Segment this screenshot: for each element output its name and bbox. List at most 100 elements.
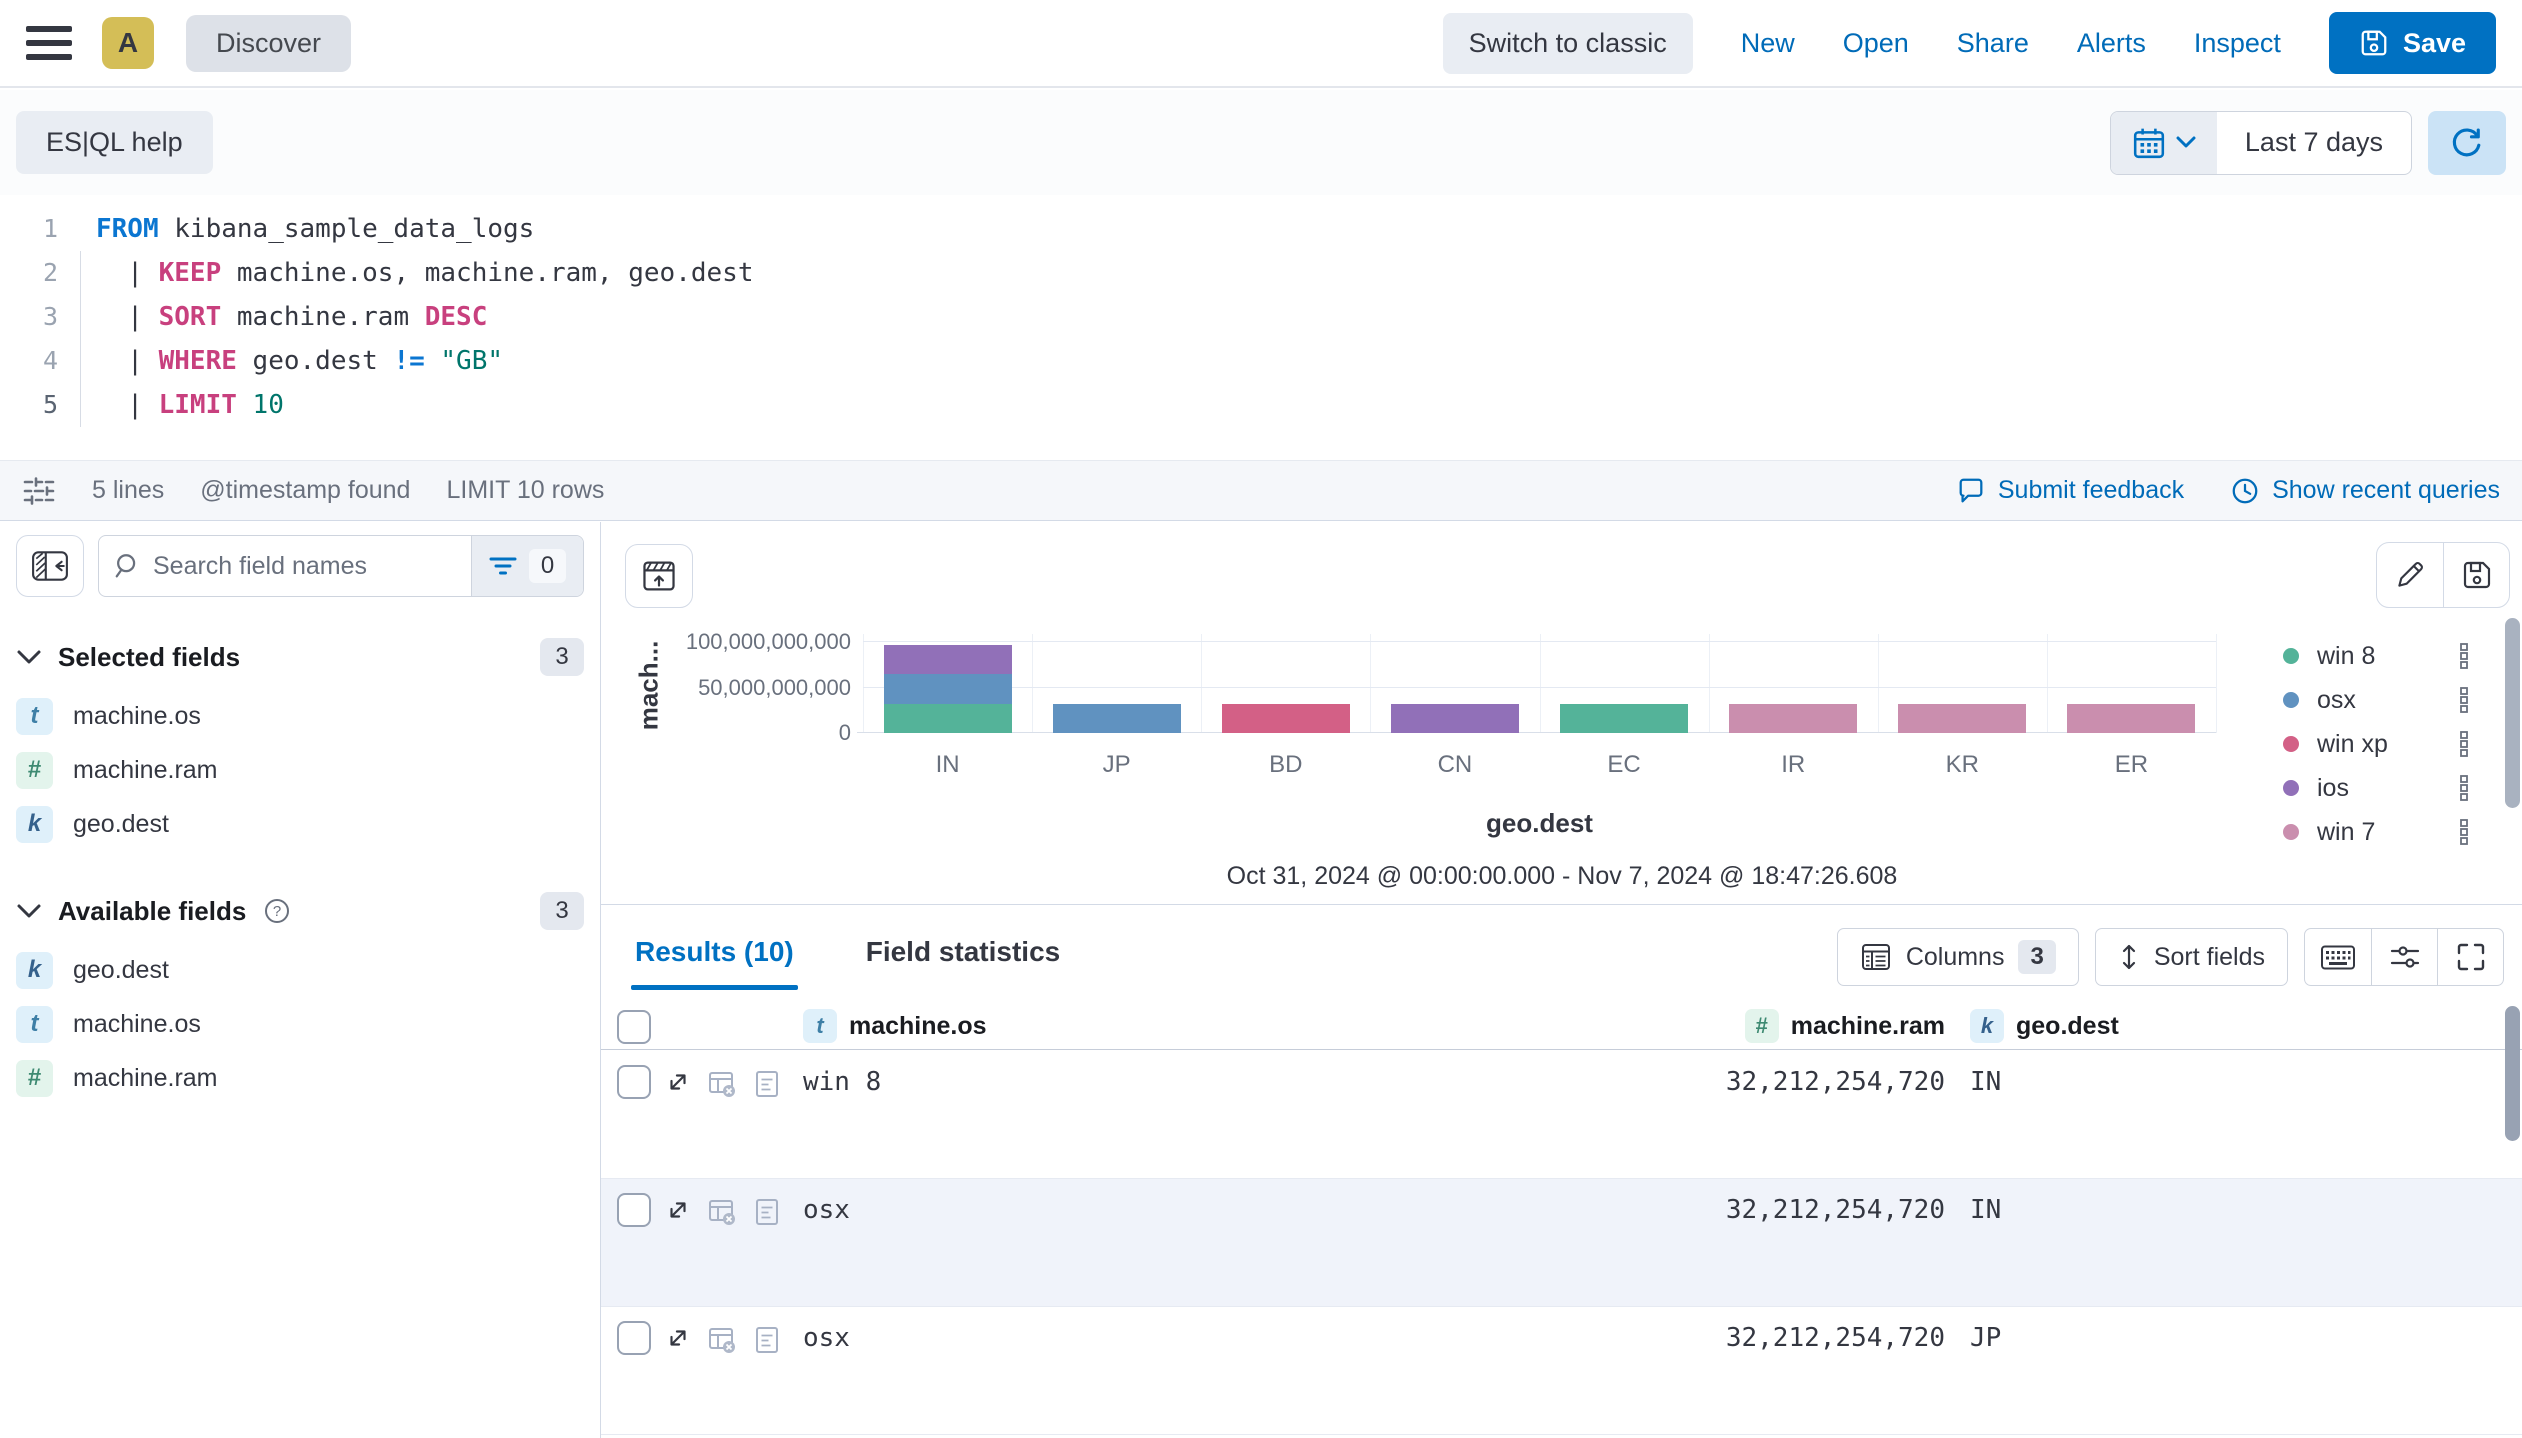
legend-item-win-8[interactable]: win 8 <box>2283 634 2469 678</box>
field-item-machine-ram[interactable]: # machine.ram <box>16 743 584 797</box>
code-line-1[interactable]: 1 FROM kibana_sample_data_logs <box>0 207 2522 251</box>
esql-editor[interactable]: 1 FROM kibana_sample_data_logs 2 | KEEP ma… <box>0 195 2522 460</box>
gridline-vertical <box>863 634 864 733</box>
field-filter-button[interactable]: 0 <box>471 536 583 596</box>
field-item-machine-ram[interactable]: # machine.ram <box>16 1051 584 1105</box>
legend-item-actions-icon[interactable] <box>2459 774 2469 802</box>
expand-row-icon[interactable] <box>665 1069 691 1095</box>
code-line-3[interactable]: 3 | SORT machine.ram DESC <box>0 295 2522 339</box>
bar-win-xp-bd[interactable] <box>1221 703 1350 733</box>
field-name: machine.ram <box>73 1063 218 1092</box>
available-fields-title[interactable]: Available fields <box>58 895 247 926</box>
bar-win-8-in[interactable] <box>883 703 1012 733</box>
menu-hamburger-icon[interactable] <box>26 26 72 60</box>
chevron-down-icon[interactable] <box>16 903 42 919</box>
expand-row-icon[interactable] <box>665 1325 691 1351</box>
sliders-icon <box>2389 942 2421 972</box>
code-line-2[interactable]: 2 | KEEP machine.os, machine.ram, geo.de… <box>0 251 2522 295</box>
tab-results[interactable]: Results (10) <box>631 936 798 990</box>
timestamp-status: @timestamp found <box>200 476 411 504</box>
chevron-down-icon[interactable] <box>16 649 42 665</box>
code-line-4[interactable]: 4 | WHERE geo.dest != "GB" <box>0 339 2522 383</box>
field-item-geo-dest[interactable]: k geo.dest <box>16 797 584 851</box>
row-select-checkbox[interactable] <box>617 1321 651 1355</box>
bar-ios-in[interactable] <box>883 645 1012 675</box>
save-button[interactable]: Save <box>2328 12 2496 74</box>
fullscreen-button[interactable] <box>2437 929 2503 985</box>
show-recent-queries-link[interactable]: Show recent queries <box>2230 476 2500 506</box>
help-question-icon[interactable]: ? <box>264 898 290 924</box>
switch-to-classic-button[interactable]: Switch to classic <box>1442 12 1693 74</box>
header-link-open[interactable]: Open <box>1842 27 1909 58</box>
bar-osx-jp[interactable] <box>1052 703 1181 733</box>
edit-visualization-button[interactable] <box>2377 543 2443 607</box>
column-header-machine-os[interactable]: t machine.os <box>803 1009 987 1043</box>
legend-item-actions-icon[interactable] <box>2459 642 2469 670</box>
text-field-type-icon: t <box>16 697 53 735</box>
field-item-geo-dest[interactable]: k geo.dest <box>16 943 584 997</box>
field-item-machine-os[interactable]: t machine.os <box>16 997 584 1051</box>
keyword-field-type-icon: k <box>16 805 53 843</box>
legend-item-osx[interactable]: osx <box>2283 678 2469 722</box>
date-picker[interactable]: Last 7 days <box>2109 110 2412 175</box>
tab-field-statistics[interactable]: Field statistics <box>865 936 1061 967</box>
bar-win-7-kr[interactable] <box>1898 703 2027 733</box>
save-visualization-button[interactable] <box>2443 543 2509 607</box>
bar-osx-in[interactable] <box>883 674 1012 704</box>
results-scrollbar-thumb[interactable] <box>2505 1006 2520 1141</box>
date-quick-select[interactable] <box>2110 111 2217 174</box>
column-header-machine-ram[interactable]: # machine.ram <box>1744 1009 1945 1043</box>
row-select-checkbox[interactable] <box>617 1193 651 1227</box>
time-range-value[interactable]: Last 7 days <box>2244 127 2383 157</box>
selected-fields-count: 3 <box>540 638 584 676</box>
header-link-alerts[interactable]: Alerts <box>2076 27 2146 58</box>
display-options-button[interactable] <box>2371 929 2437 985</box>
legend-label: osx <box>2317 685 2356 714</box>
doc-viewer-icon[interactable] <box>753 1069 781 1099</box>
gridline-vertical <box>1201 634 1203 733</box>
legend-item-win-xp[interactable]: win xp <box>2283 722 2469 766</box>
expand-row-icon[interactable] <box>665 1197 691 1223</box>
legend-item-actions-icon[interactable] <box>2459 686 2469 714</box>
breadcrumb[interactable]: Discover <box>186 14 352 72</box>
sort-fields-button[interactable]: Sort fields <box>2094 928 2288 986</box>
select-all-checkbox[interactable] <box>617 1010 651 1044</box>
row-select-checkbox[interactable] <box>617 1065 651 1099</box>
bar-win-8-ec[interactable] <box>1560 703 1689 733</box>
line-number: 1 <box>42 214 58 243</box>
field-item-machine-os[interactable]: t machine.os <box>16 689 584 743</box>
esql-help-button[interactable]: ES|QL help <box>16 111 213 174</box>
number-field-type-icon: # <box>16 751 53 789</box>
submit-feedback-link[interactable]: Submit feedback <box>1956 476 2184 506</box>
legend-item-ios[interactable]: ios <box>2283 766 2469 810</box>
legend-item-actions-icon[interactable] <box>2459 818 2469 846</box>
header-link-inspect[interactable]: Inspect <box>2193 27 2281 58</box>
columns-button[interactable]: Columns 3 <box>1836 928 2079 986</box>
legend-item-win-7[interactable]: win 7 <box>2283 810 2469 854</box>
bar-win-7-er[interactable] <box>2067 703 2196 733</box>
legend-item-actions-icon[interactable] <box>2459 730 2469 758</box>
keyboard-shortcuts-button[interactable] <box>2305 929 2371 985</box>
column-header-geo-dest[interactable]: k geo.dest <box>1970 1009 2119 1043</box>
bar-win-7-ir[interactable] <box>1729 703 1858 733</box>
x-tick-in: IN <box>935 751 960 778</box>
bar-ios-cn[interactable] <box>1390 703 1519 733</box>
selected-fields-title[interactable]: Selected fields <box>58 641 241 672</box>
cell-geo-dest: IN <box>1970 1067 2002 1097</box>
chart-toggle-button[interactable] <box>625 544 693 608</box>
legend-label: ios <box>2317 773 2349 802</box>
code-line-5[interactable]: 5 | LIMIT 10 <box>0 383 2522 427</box>
gridline-horizontal <box>863 686 2216 688</box>
doc-viewer-icon[interactable] <box>753 1325 781 1355</box>
header-link-share[interactable]: Share <box>1956 27 2029 58</box>
search-input[interactable] <box>143 536 471 596</box>
histogram-panel: mach... 0 50,000,000,000 100,000,000,000 I… <box>601 522 2522 905</box>
limit-status: LIMIT 10 rows <box>446 476 605 504</box>
refresh-button[interactable] <box>2428 110 2506 175</box>
esql-settings-icon[interactable] <box>22 474 56 508</box>
space-avatar[interactable]: A <box>102 17 154 69</box>
header-link-new[interactable]: New <box>1740 27 1795 58</box>
collapse-sidebar-button[interactable] <box>16 535 84 597</box>
chart-scrollbar-thumb[interactable] <box>2505 618 2520 808</box>
doc-viewer-icon[interactable] <box>753 1197 781 1227</box>
